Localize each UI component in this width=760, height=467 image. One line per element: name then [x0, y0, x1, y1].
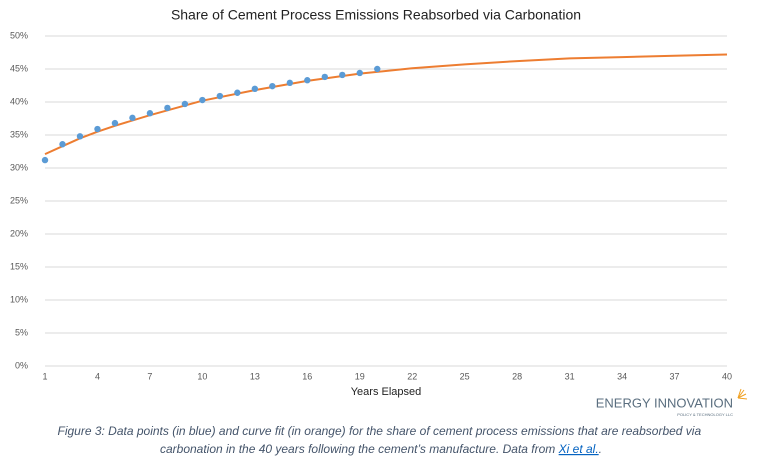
x-tick-label: 4 [95, 371, 100, 381]
x-tick-label: 10 [197, 371, 207, 381]
data-point [356, 69, 363, 77]
x-tick-label: 28 [512, 371, 522, 381]
data-point [41, 156, 49, 164]
data-point [164, 104, 171, 112]
caption-link[interactable]: Xi et al. [558, 442, 599, 456]
caption-text: . [599, 442, 602, 456]
data-point [181, 100, 189, 108]
data-point [339, 71, 346, 79]
x-tick-label: 22 [407, 371, 417, 381]
data-point [94, 125, 101, 133]
chart-title: Share of Cement Process Emissions Reabso… [171, 7, 581, 23]
caption: Figure 3: Data points (in blue) and curv… [57, 424, 704, 456]
y-tick-label: 35% [10, 129, 28, 139]
y-tick-label: 0% [15, 360, 28, 370]
x-axis-label: Years Elapsed [351, 386, 422, 398]
logo-tagline: POLICY & TECHNOLOGY LLC [677, 412, 733, 417]
data-point [304, 77, 311, 84]
logo-sun [737, 388, 748, 400]
data-point [269, 82, 276, 90]
y-tick-label: 50% [10, 30, 28, 40]
caption-line: Figure 3: Data points (in blue) and curv… [57, 424, 701, 438]
data-point [111, 119, 119, 127]
data-point [216, 92, 224, 100]
y-tick-label: 45% [10, 63, 28, 73]
x-tick-label: 19 [355, 371, 365, 381]
y-tick-label: 20% [10, 228, 28, 238]
caption-text: carbonation in the 40 years following th… [160, 442, 559, 456]
x-tick-label: 40 [722, 371, 732, 381]
x-tick-label: 31 [565, 371, 575, 381]
y-tick-label: 10% [10, 294, 28, 304]
x-tick-label: 16 [302, 371, 312, 381]
y-tick-label: 5% [15, 327, 28, 337]
x-tick-label: 34 [617, 371, 627, 381]
data-point [374, 65, 381, 73]
y-tick-label: 30% [10, 162, 28, 172]
y-tick-label: 15% [10, 261, 28, 271]
data-point [321, 73, 328, 81]
x-tick-label: 37 [670, 371, 680, 381]
data-point [251, 85, 259, 93]
x-tick-label: 7 [147, 371, 152, 381]
data-point [286, 79, 294, 87]
x-tick-label: 25 [460, 371, 470, 381]
x-tick-label: 1 [42, 371, 47, 381]
data-point [199, 96, 206, 104]
caption-line: carbonation in the 40 years following th… [160, 442, 602, 456]
data-point [59, 141, 66, 148]
data-point [146, 110, 154, 117]
y-tick-label: 25% [10, 195, 28, 205]
logo-name: ENERGY INNOVATION [596, 395, 733, 410]
data-point [129, 114, 136, 122]
y-tick-label: 40% [10, 96, 28, 106]
data-point [76, 133, 84, 140]
logo: ENERGY INNOVATION POLICY & TECHNOLOGY LL… [596, 388, 748, 417]
data-point [234, 89, 241, 96]
x-tick-label: 13 [250, 371, 260, 381]
